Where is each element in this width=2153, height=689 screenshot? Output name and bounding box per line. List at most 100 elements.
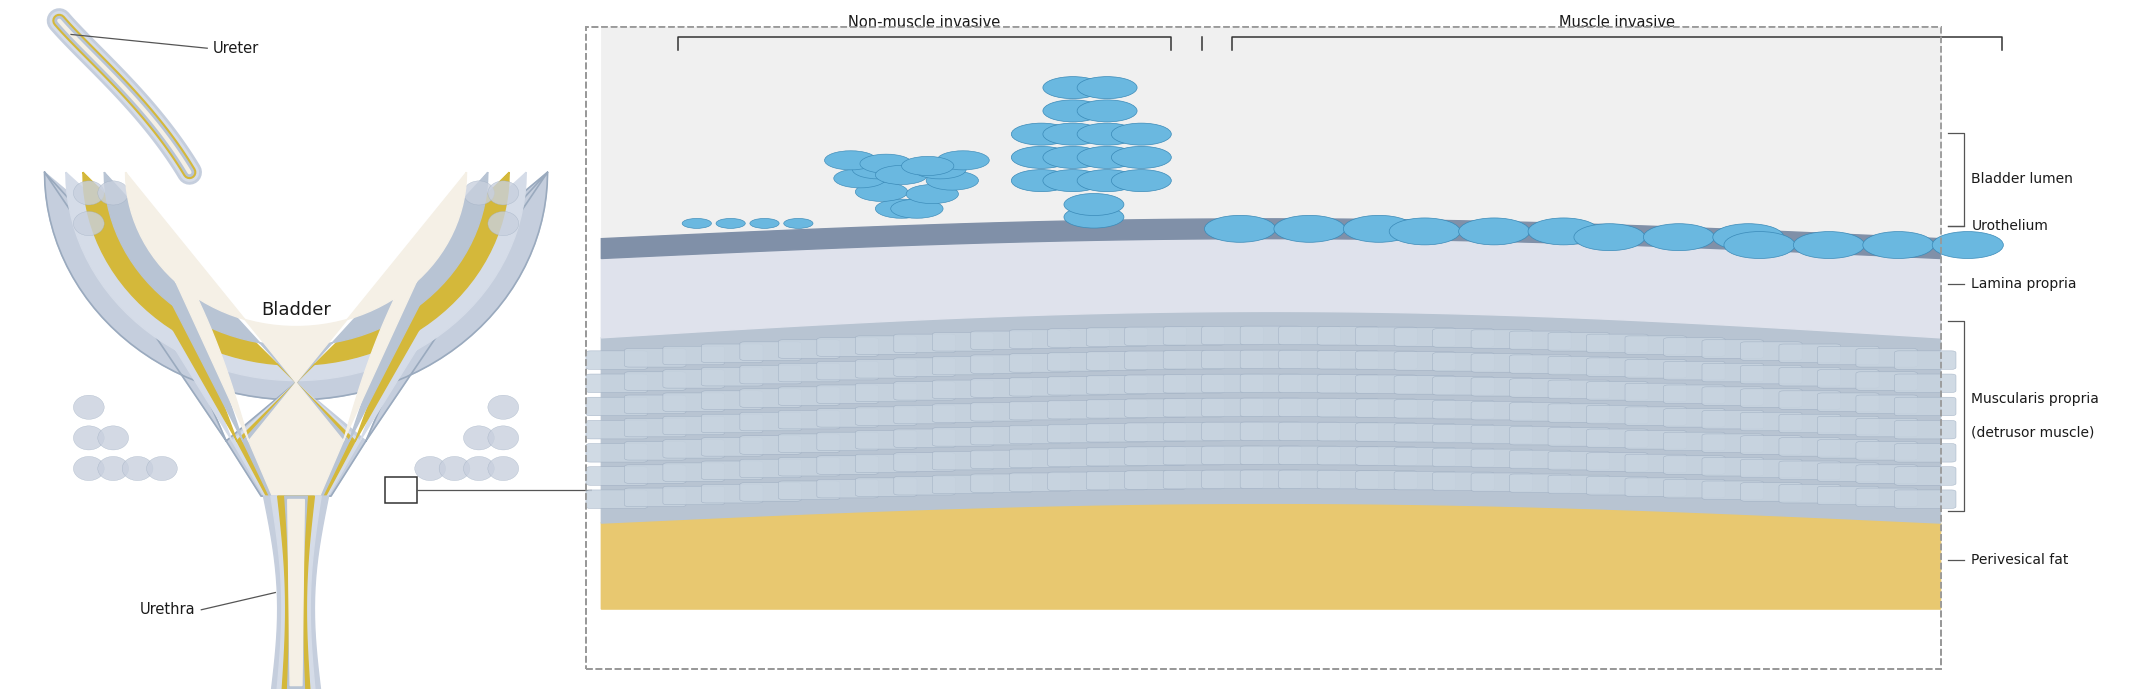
FancyBboxPatch shape (586, 420, 648, 439)
FancyBboxPatch shape (1856, 442, 1918, 460)
Ellipse shape (1725, 232, 1796, 258)
FancyBboxPatch shape (1895, 374, 1957, 393)
FancyBboxPatch shape (971, 474, 1033, 493)
FancyBboxPatch shape (1163, 398, 1225, 417)
FancyBboxPatch shape (971, 426, 1033, 445)
FancyBboxPatch shape (893, 358, 956, 376)
Ellipse shape (463, 181, 495, 205)
FancyBboxPatch shape (702, 438, 762, 456)
FancyBboxPatch shape (1432, 400, 1494, 419)
FancyBboxPatch shape (741, 459, 801, 477)
FancyBboxPatch shape (1432, 376, 1494, 395)
FancyBboxPatch shape (932, 333, 995, 351)
Text: T2b: T2b (1479, 66, 1509, 81)
FancyBboxPatch shape (1626, 478, 1686, 496)
FancyBboxPatch shape (1432, 472, 1494, 491)
FancyBboxPatch shape (1010, 473, 1070, 491)
FancyBboxPatch shape (1240, 326, 1303, 344)
FancyBboxPatch shape (779, 481, 840, 500)
Text: Non-muscle invasive: Non-muscle invasive (848, 15, 1001, 30)
Ellipse shape (891, 199, 943, 218)
FancyBboxPatch shape (1240, 350, 1303, 369)
FancyBboxPatch shape (663, 369, 723, 388)
Text: Muscle invasive: Muscle invasive (1559, 15, 1675, 30)
FancyBboxPatch shape (1049, 472, 1109, 491)
Ellipse shape (1111, 146, 1171, 168)
FancyBboxPatch shape (1509, 474, 1572, 493)
FancyBboxPatch shape (971, 331, 1033, 349)
FancyBboxPatch shape (1318, 375, 1378, 393)
FancyBboxPatch shape (624, 442, 687, 460)
FancyBboxPatch shape (1124, 471, 1186, 489)
FancyBboxPatch shape (1817, 393, 1880, 411)
Ellipse shape (1042, 146, 1102, 168)
FancyBboxPatch shape (1740, 412, 1802, 431)
FancyBboxPatch shape (1049, 448, 1109, 466)
FancyBboxPatch shape (1817, 440, 1880, 458)
FancyBboxPatch shape (1817, 486, 1880, 505)
FancyBboxPatch shape (1049, 376, 1109, 395)
FancyBboxPatch shape (1664, 456, 1725, 474)
FancyBboxPatch shape (741, 435, 801, 454)
Ellipse shape (913, 160, 967, 179)
Text: Ta: Ta (902, 66, 917, 81)
Text: T2a: T2a (1296, 66, 1324, 81)
Ellipse shape (73, 426, 103, 450)
FancyBboxPatch shape (1740, 365, 1802, 384)
Polygon shape (284, 496, 308, 689)
FancyBboxPatch shape (702, 367, 762, 386)
FancyBboxPatch shape (1087, 351, 1148, 370)
Ellipse shape (1076, 76, 1137, 99)
FancyBboxPatch shape (1049, 400, 1109, 419)
FancyBboxPatch shape (1318, 327, 1378, 345)
FancyBboxPatch shape (1201, 398, 1264, 417)
FancyBboxPatch shape (1318, 398, 1378, 417)
Ellipse shape (825, 151, 876, 170)
Ellipse shape (463, 456, 495, 481)
FancyBboxPatch shape (779, 340, 840, 358)
FancyBboxPatch shape (1626, 336, 1686, 354)
Ellipse shape (859, 154, 913, 173)
FancyBboxPatch shape (1470, 402, 1533, 420)
FancyBboxPatch shape (586, 398, 648, 415)
FancyBboxPatch shape (1087, 400, 1148, 418)
Ellipse shape (1389, 218, 1460, 245)
Polygon shape (601, 219, 1940, 258)
FancyBboxPatch shape (1856, 465, 1918, 484)
FancyBboxPatch shape (624, 488, 687, 506)
FancyBboxPatch shape (1087, 471, 1148, 490)
Ellipse shape (902, 156, 954, 176)
FancyBboxPatch shape (1587, 429, 1649, 448)
Ellipse shape (1042, 100, 1102, 122)
Ellipse shape (489, 181, 519, 205)
FancyBboxPatch shape (816, 456, 878, 474)
FancyBboxPatch shape (1395, 376, 1455, 394)
FancyBboxPatch shape (816, 432, 878, 451)
FancyBboxPatch shape (855, 336, 917, 354)
FancyBboxPatch shape (1626, 383, 1686, 402)
FancyBboxPatch shape (702, 414, 762, 433)
FancyBboxPatch shape (1856, 395, 1918, 413)
FancyBboxPatch shape (1703, 481, 1763, 500)
FancyBboxPatch shape (1587, 358, 1649, 376)
FancyBboxPatch shape (1626, 454, 1686, 473)
FancyBboxPatch shape (1856, 488, 1918, 506)
Ellipse shape (97, 181, 129, 205)
FancyBboxPatch shape (1740, 342, 1802, 360)
Text: (detrusor muscle): (detrusor muscle) (1972, 426, 2095, 440)
Polygon shape (601, 311, 1940, 523)
FancyBboxPatch shape (779, 363, 840, 382)
FancyBboxPatch shape (1856, 418, 1918, 437)
Ellipse shape (416, 456, 446, 481)
FancyBboxPatch shape (1817, 463, 1880, 482)
Ellipse shape (123, 456, 153, 481)
FancyBboxPatch shape (1703, 340, 1763, 358)
FancyBboxPatch shape (1318, 351, 1378, 369)
Text: T3: T3 (1669, 66, 1688, 81)
FancyBboxPatch shape (1087, 447, 1148, 466)
FancyBboxPatch shape (1703, 387, 1763, 405)
FancyBboxPatch shape (816, 338, 878, 356)
FancyBboxPatch shape (1163, 471, 1225, 489)
Ellipse shape (1343, 216, 1415, 243)
Ellipse shape (1862, 232, 1933, 258)
